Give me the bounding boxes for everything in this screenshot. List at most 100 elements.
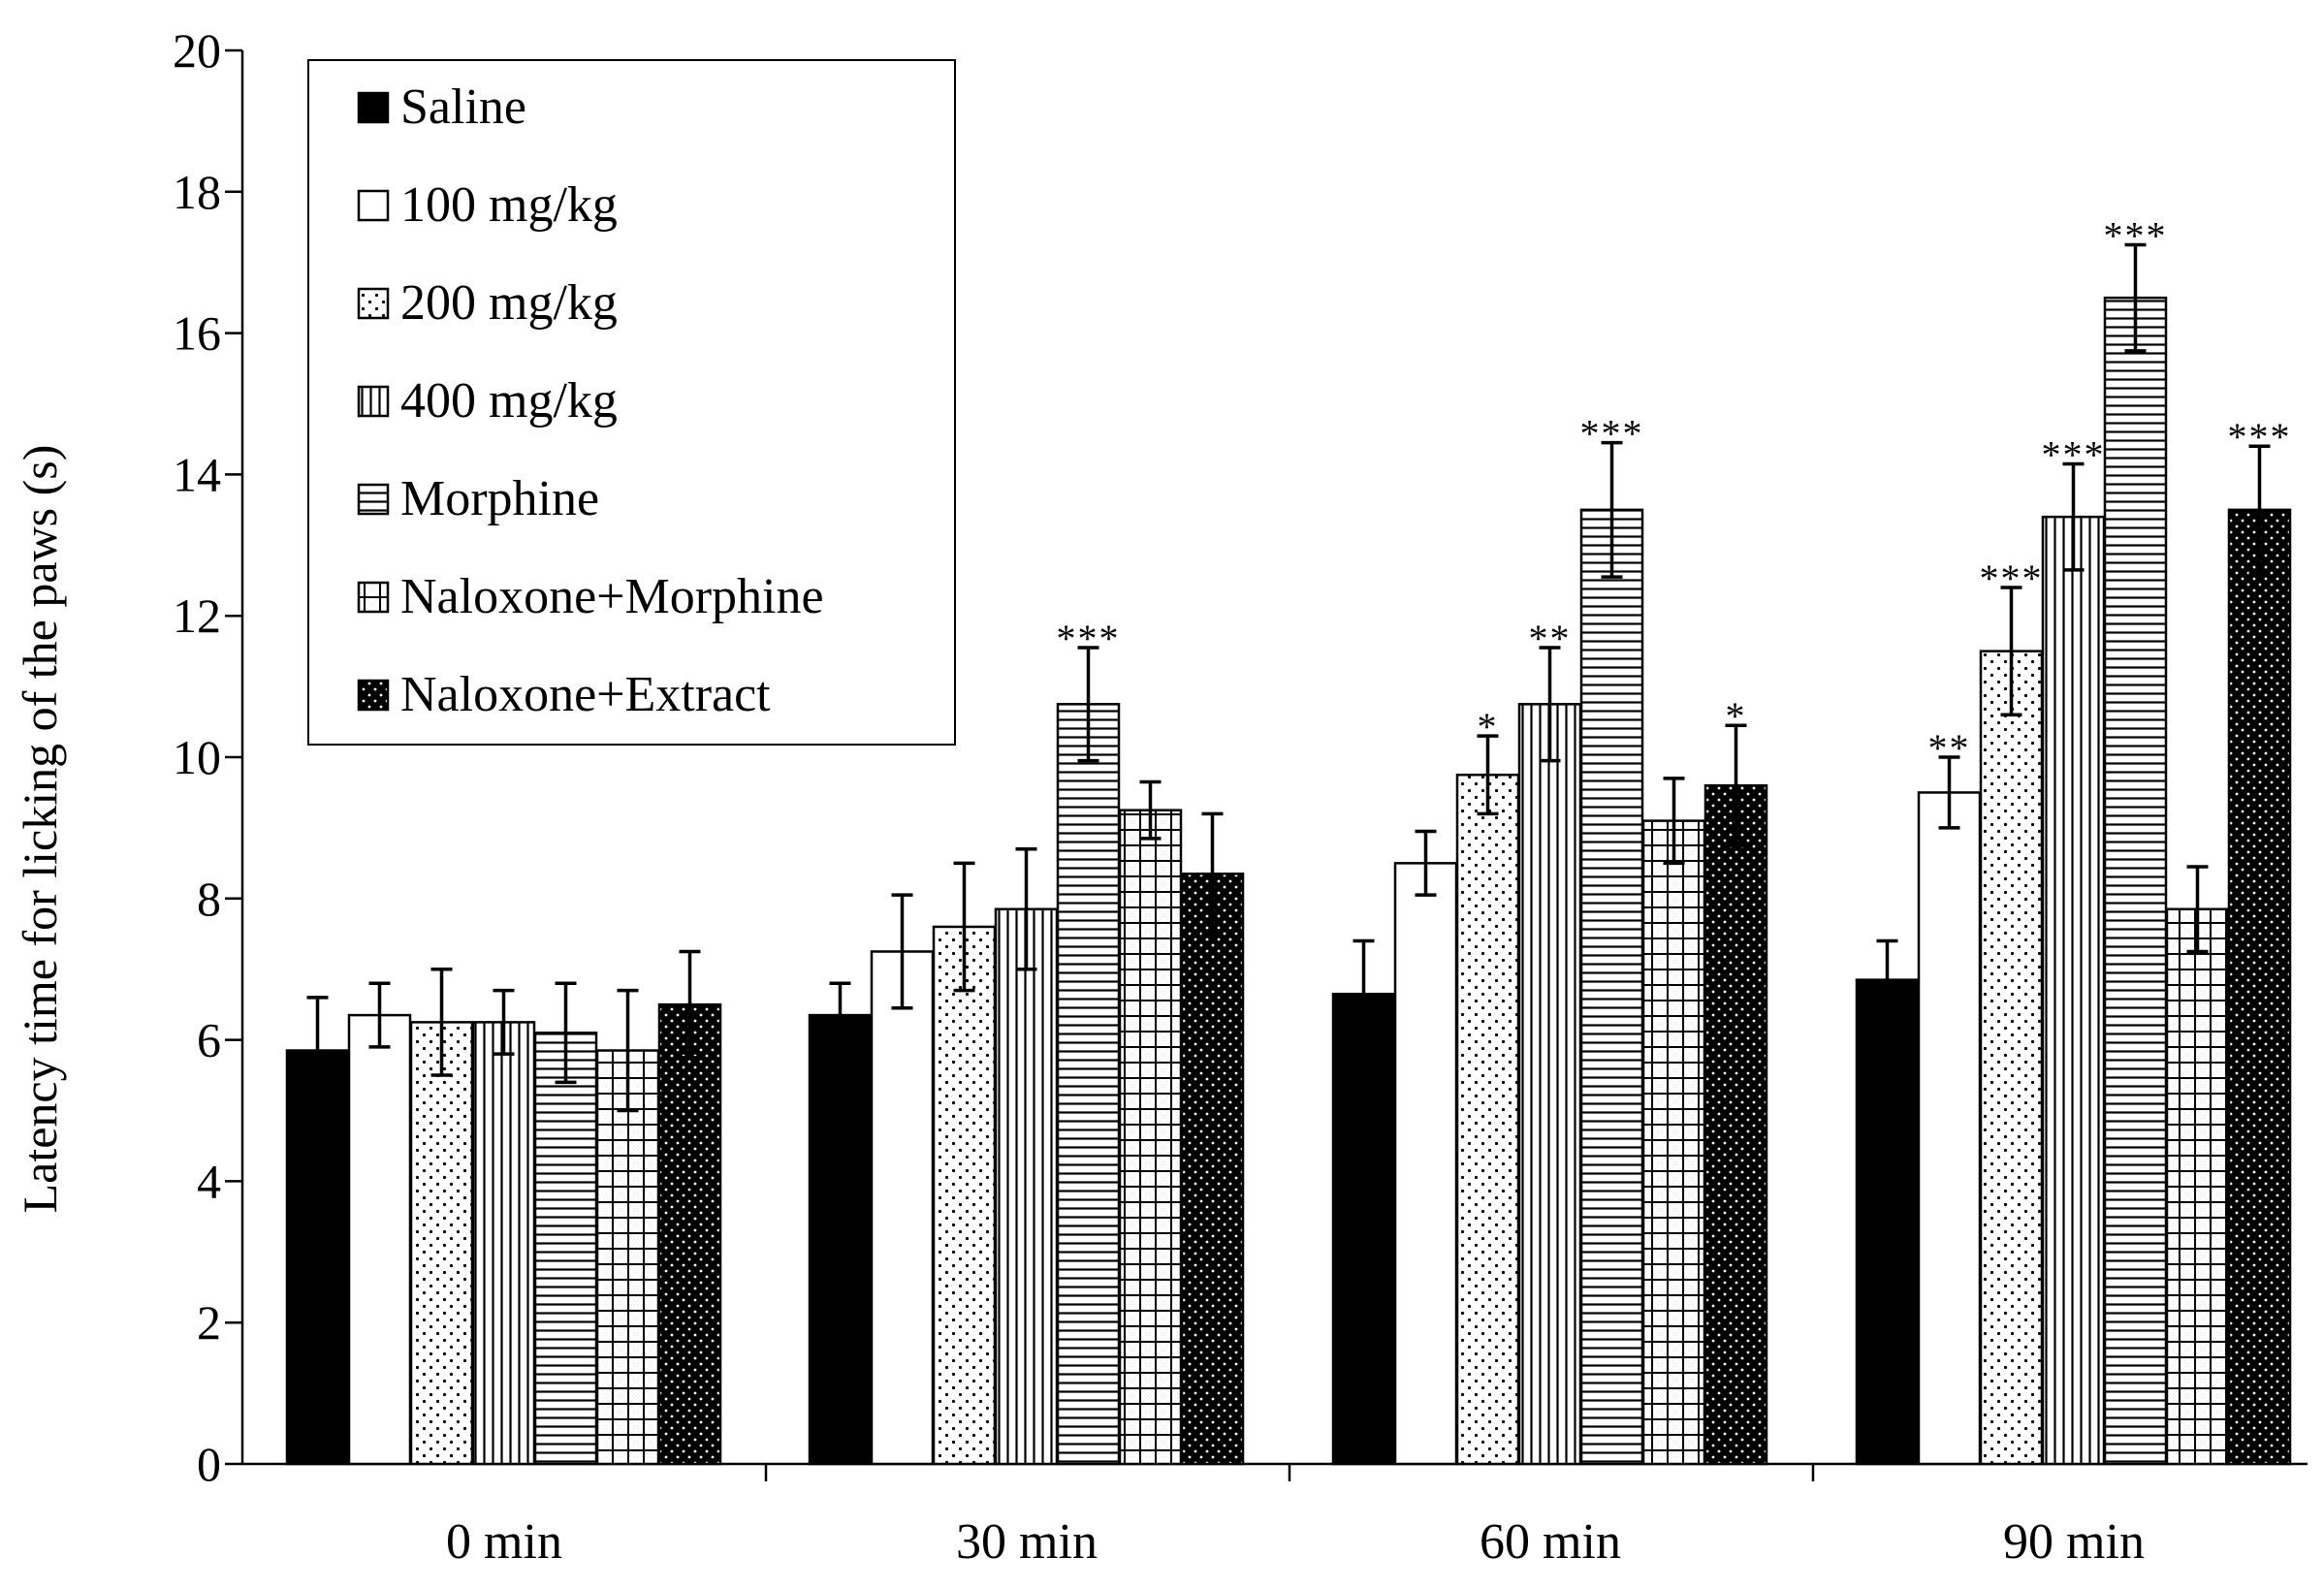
bar [2041,515,2106,1466]
x-tick-label: 90 min [2003,1514,2145,1570]
legend-label: Saline [400,79,526,135]
y-tick-label: 12 [173,588,221,643]
error-bar [1477,734,1499,816]
error-bar [1353,938,1375,1049]
significance-mark: *** [1580,412,1644,456]
error-bar [2062,461,2085,572]
y-tick-label: 14 [173,447,221,501]
bar [1517,703,1582,1466]
error-bar [2000,586,2022,717]
legend-label: 200 mg/kg [400,275,618,331]
error-bar [493,988,515,1056]
error-bar [1876,938,1898,1021]
error-bar [617,988,639,1113]
bar [533,1032,598,1466]
bar [1855,978,1920,1466]
error-bar [1725,723,1747,847]
error-bar [2248,444,2271,576]
legend-label: Naloxone+Extract [400,667,771,722]
bars [285,296,2292,1466]
bar [1118,809,1183,1466]
error-bars [306,242,2271,1113]
legend-item: 200 mg/kg [357,275,618,331]
error-bar [430,967,453,1077]
bar [1455,773,1520,1466]
significance-mark: ** [1928,726,1971,770]
legend-swatch [357,189,390,222]
legend-swatch [357,91,390,124]
error-bar [555,981,577,1085]
legend-label: 100 mg/kg [400,177,618,233]
x-tick-label: 30 min [956,1514,1098,1570]
significance-mark: *** [1057,617,1121,660]
error-bar [1601,440,1623,579]
legend: Saline 100 mg/kg 200 mg/kg 400 mg/kg Morphin… [307,59,956,746]
y-tick-label: 4 [197,1154,221,1208]
legend-swatch [357,581,390,614]
error-bar [891,893,913,1010]
x-tick-label: 60 min [1480,1514,1621,1570]
significance-marks: ************************ [1057,213,2292,770]
legend-swatch [357,287,390,320]
significance-mark: *** [2228,415,2292,459]
y-tick-label: 2 [197,1295,221,1350]
bar [1393,862,1458,1466]
bar [1180,873,1245,1466]
error-bar [1663,777,1685,866]
bar [1979,650,2044,1466]
bar [409,1021,474,1466]
error-bar [829,981,851,1049]
error-bar [368,981,391,1049]
bar [870,950,935,1466]
bar [471,1021,536,1466]
bar [2103,296,2168,1466]
legend-item: Morphine [357,471,599,526]
bar [285,1049,350,1466]
y-axis-label: Latency time for licking of the paws (s) [13,445,67,1214]
bar [595,1049,660,1466]
significance-mark: ** [1529,617,1572,660]
error-bar [679,949,701,1060]
legend-swatch [357,679,390,712]
error-bar [1139,779,1162,841]
y-tick-label: 8 [197,872,221,926]
legend-item: 100 mg/kg [357,177,618,233]
bar [2227,508,2292,1466]
legend-label: 400 mg/kg [400,373,618,429]
bar [1641,819,1706,1466]
error-bar [1539,646,1561,763]
bar [1056,703,1121,1466]
legend-box [307,59,956,746]
bar [1703,783,1768,1466]
bar [2165,907,2230,1466]
bar [932,925,997,1466]
legend-item: Saline [357,79,526,135]
significance-mark: *** [2104,213,2168,257]
error-bar [306,996,329,1105]
error-bar [1415,829,1437,897]
significance-mark: * [1478,705,1499,748]
error-bar [953,861,975,993]
bar [347,1013,412,1466]
error-bar [2124,242,2147,353]
y-tick-label: 10 [173,730,221,784]
significance-mark: *** [2042,432,2106,476]
bar [1331,992,1396,1466]
error-bar [1015,847,1037,971]
legend-item: Naloxone+Extract [357,667,771,722]
bar [657,1002,722,1466]
axes: 0 2 4 6 8 10 12 14 16 18 20 0 min 30 min 60 min 90 min [173,23,2308,1570]
legend-label: Morphine [400,471,599,526]
y-tick-label: 6 [197,1013,221,1067]
bar [1579,508,1644,1466]
significance-mark: *** [1980,556,2044,600]
y-tick-label: 18 [173,165,221,219]
y-tick-label: 20 [173,23,221,78]
legend-item: Naloxone+Morphine [357,569,824,624]
y-tick-label: 0 [197,1437,221,1491]
legend-swatch [357,483,390,516]
bar [808,1013,873,1466]
error-bar [1938,755,1960,830]
significance-mark: * [1726,694,1747,738]
